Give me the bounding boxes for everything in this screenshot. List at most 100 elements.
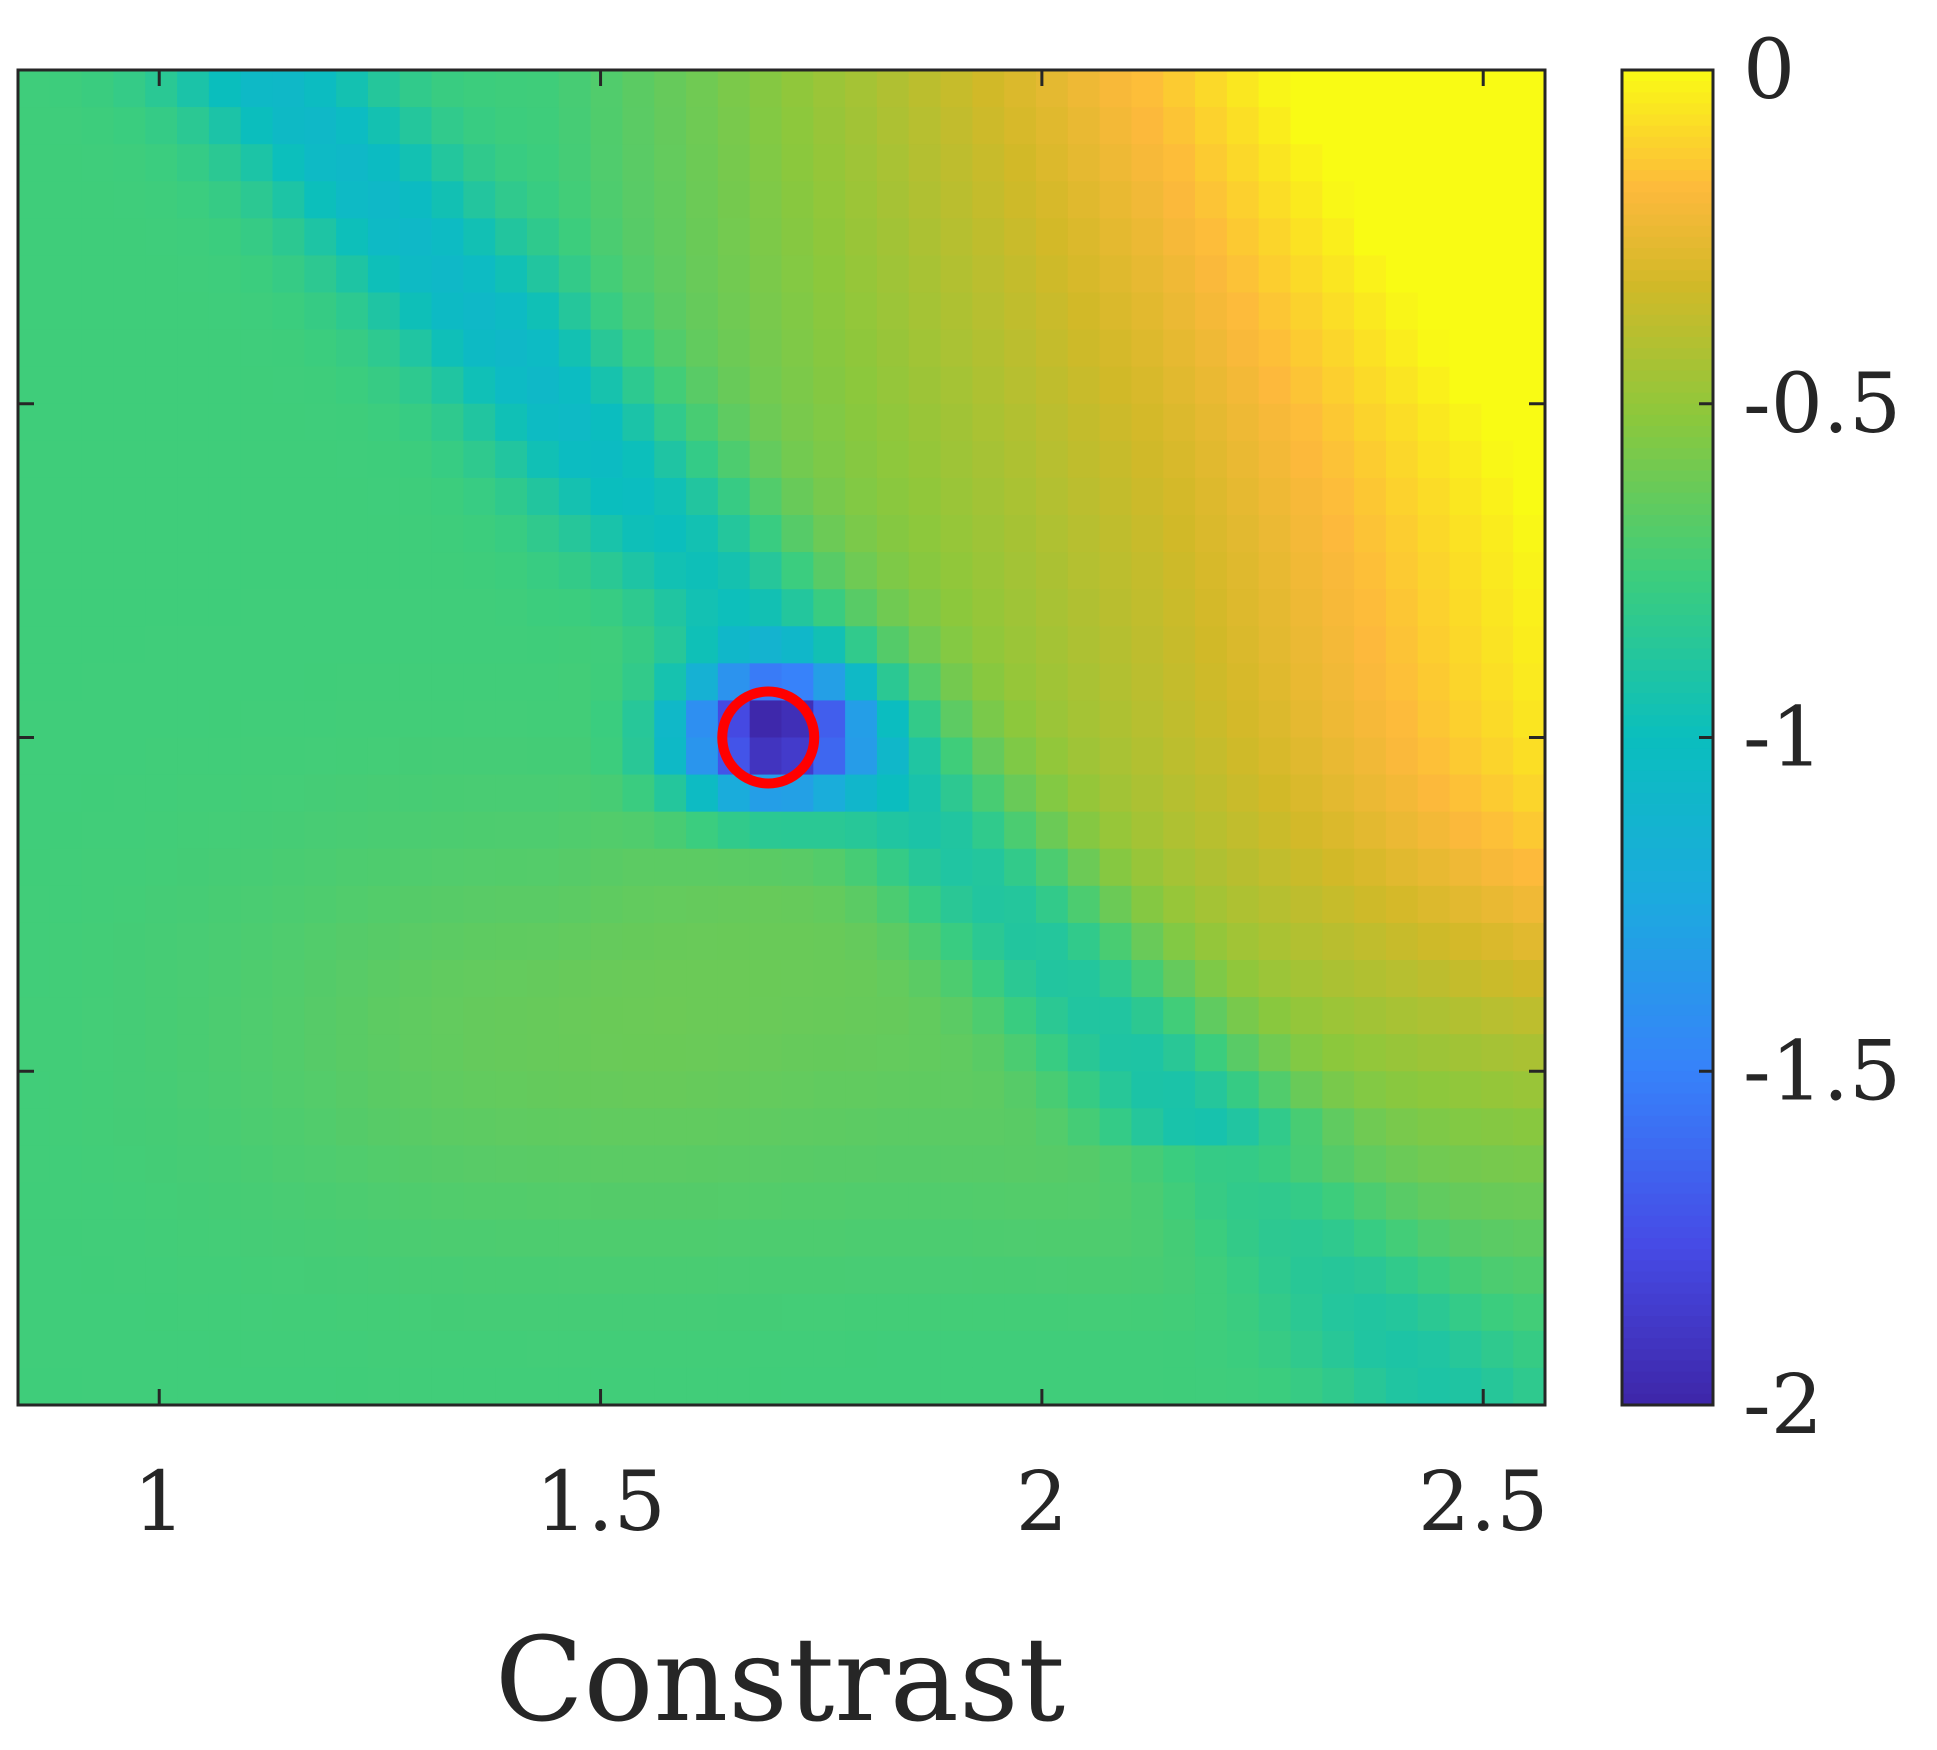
- heatmap-cell: [654, 848, 687, 887]
- heatmap-cell: [463, 997, 496, 1035]
- heatmap-cell: [590, 997, 624, 1035]
- heatmap-cell: [654, 1256, 687, 1295]
- heatmap-cell: [813, 329, 846, 368]
- heatmap-cell: [972, 107, 1005, 145]
- heatmap-cell: [813, 811, 846, 850]
- heatmap-cell: [1195, 255, 1228, 294]
- heatmap-cell: [367, 589, 401, 627]
- heatmap-cell: [654, 922, 687, 961]
- heatmap-cell: [876, 1219, 910, 1258]
- heatmap-cell: [49, 366, 83, 405]
- heatmap-cell: [1195, 70, 1228, 108]
- heatmap-cell: [590, 774, 624, 813]
- heatmap-cell: [399, 515, 433, 553]
- heatmap-cell: [18, 885, 51, 924]
- heatmap-cell: [1131, 329, 1164, 368]
- heatmap-cell: [1417, 1367, 1451, 1406]
- heatmap-cell: [972, 960, 1005, 998]
- heatmap-cell: [908, 997, 942, 1035]
- heatmap-cell: [1067, 885, 1101, 924]
- heatmap-cell: [590, 440, 624, 479]
- heatmap-cell: [272, 477, 305, 516]
- heatmap-cell: [1226, 366, 1260, 405]
- heatmap-cell: [1004, 997, 1037, 1035]
- heatmap-cell: [1004, 922, 1037, 961]
- heatmap-cell: [240, 1293, 274, 1332]
- heatmap-cell: [781, 181, 814, 219]
- heatmap-cell: [367, 255, 401, 294]
- heatmap-cell: [1322, 1145, 1355, 1184]
- heatmap-cell: [908, 1367, 942, 1406]
- heatmap-cell: [717, 922, 751, 961]
- heatmap-cell: [845, 1034, 878, 1072]
- heatmap-cell: [1226, 997, 1260, 1035]
- heatmap-cell: [49, 107, 83, 145]
- heatmap-cell: [431, 107, 464, 145]
- heatmap-cell: [1481, 107, 1514, 145]
- heatmap-cell: [1163, 737, 1196, 776]
- heatmap-cell: [495, 997, 528, 1035]
- heatmap-cell: [463, 1293, 496, 1332]
- heatmap-cell: [1322, 1256, 1355, 1295]
- heatmap-cell: [876, 811, 910, 850]
- colorbar-segment: [1622, 303, 1713, 316]
- heatmap-cell: [495, 70, 528, 108]
- heatmap-cell: [1036, 997, 1069, 1035]
- heatmap-cell: [177, 181, 210, 219]
- heatmap-cell: [749, 70, 783, 108]
- heatmap-cell: [813, 848, 846, 887]
- heatmap-cell: [1163, 70, 1196, 108]
- colorbar-segment: [1622, 192, 1713, 205]
- heatmap-cell: [113, 292, 146, 331]
- heatmap-cell: [1036, 552, 1069, 590]
- heatmap-cell: [1163, 960, 1196, 998]
- heatmap-cell: [399, 218, 433, 257]
- heatmap-cell: [749, 1182, 783, 1221]
- colorbar-segment: [1622, 904, 1713, 917]
- heatmap-cell: [1481, 329, 1514, 368]
- heatmap-cell: [49, 218, 83, 257]
- heatmap-cell: [686, 292, 719, 331]
- heatmap-cell: [940, 774, 973, 813]
- heatmap-cell: [813, 1367, 846, 1406]
- heatmap-cell: [81, 515, 115, 553]
- heatmap-cells: [18, 70, 1546, 1406]
- heatmap-cell: [527, 1034, 560, 1072]
- colorbar-segment: [1622, 1360, 1713, 1373]
- heatmap-cell: [1385, 329, 1419, 368]
- heatmap-cell: [717, 107, 751, 145]
- heatmap-cell: [527, 960, 560, 998]
- heatmap-cell: [1195, 1182, 1228, 1221]
- heatmap-cell: [527, 70, 560, 108]
- heatmap-cell: [1036, 255, 1069, 294]
- heatmap-cell: [813, 1071, 846, 1109]
- heatmap-cell: [1099, 1182, 1133, 1221]
- heatmap-cell: [272, 1219, 305, 1258]
- heatmap-cell: [686, 70, 719, 108]
- heatmap-cell: [1322, 181, 1355, 219]
- heatmap-cell: [813, 515, 846, 553]
- heatmap-cell: [1036, 181, 1069, 219]
- heatmap-cell: [272, 292, 305, 331]
- heatmap-cell: [495, 144, 528, 182]
- heatmap-cell: [304, 515, 337, 553]
- heatmap-cell: [240, 626, 274, 664]
- heatmap-cell: [845, 1071, 878, 1109]
- heatmap-cell: [1354, 737, 1387, 776]
- heatmap-cell: [1131, 403, 1164, 442]
- heatmap-cell: [1354, 811, 1387, 850]
- heatmap-cell: [1290, 181, 1323, 219]
- heatmap-cell: [972, 329, 1005, 368]
- heatmap-cell: [145, 329, 178, 368]
- heatmap-cell: [1322, 997, 1355, 1035]
- heatmap-cell: [813, 1293, 846, 1332]
- heatmap-cell: [1290, 552, 1323, 590]
- heatmap-cell: [686, 960, 719, 998]
- heatmap-cell: [558, 107, 592, 145]
- heatmap-cell: [463, 1145, 496, 1184]
- heatmap-cell: [240, 663, 274, 702]
- heatmap-cell: [49, 255, 83, 294]
- heatmap-cell: [304, 403, 337, 442]
- heatmap-cell: [1449, 626, 1482, 664]
- heatmap-cell: [1513, 1256, 1546, 1295]
